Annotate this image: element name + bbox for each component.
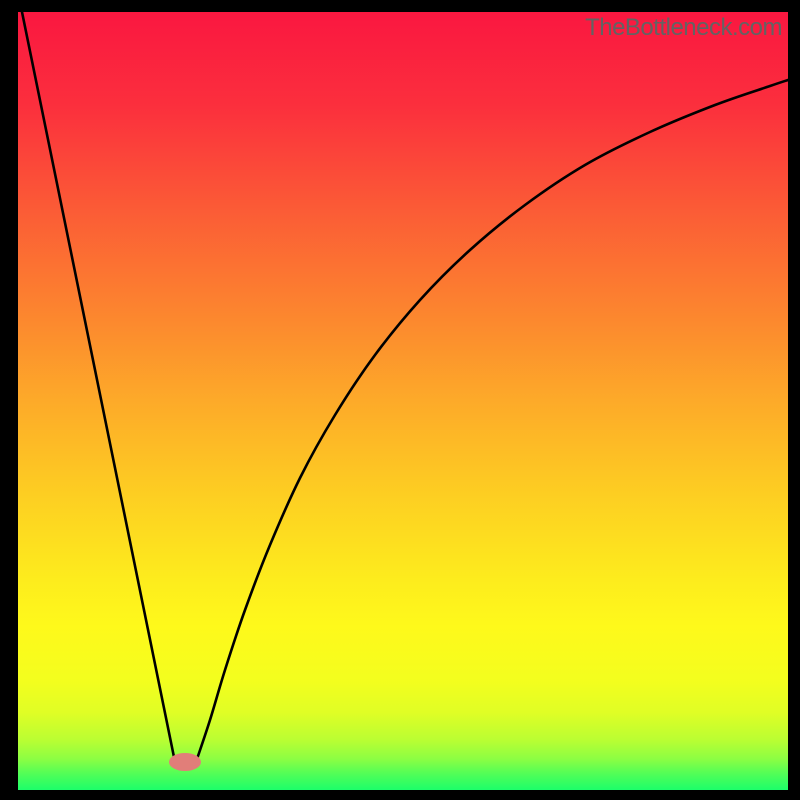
curve-layer [0,0,800,800]
chart-container: TheBottleneck.com [0,0,800,800]
watermark-label: TheBottleneck.com [585,14,782,42]
bottleneck-marker [169,753,201,771]
